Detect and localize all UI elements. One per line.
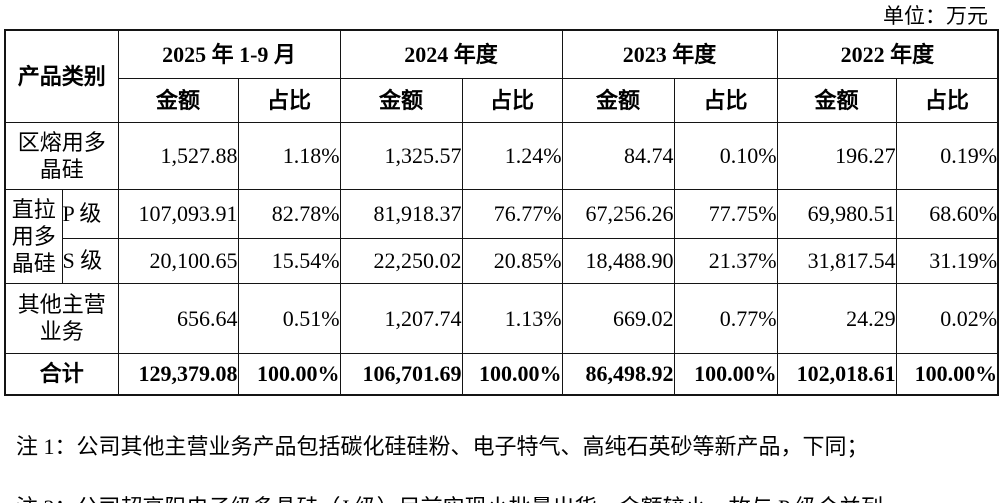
footnote-1: 注 1：公司其他主营业务产品包括碳化硅硅粉、电子特气、高纯石英砂等新产品，下同； (16, 433, 869, 459)
table-cell: 102,018.61 (776, 352, 897, 396)
amount-header-2025: 金额 (117, 77, 239, 123)
table-cell: 24.29 (776, 282, 897, 354)
table-row-cz-s-grade: S 级 20,100.65 15.54% 22,250.02 20.85% 18… (5, 237, 999, 284)
row-label-other-business: 其他主营 业务 (4, 282, 119, 354)
table-cell: 1,527.88 (117, 121, 239, 190)
table-cell: 196.27 (776, 121, 897, 190)
table-cell: 100.00% (895, 352, 999, 396)
period-header-2022: 2022 年度 (776, 29, 999, 79)
unit-label: 单位：万元 (883, 4, 988, 28)
table-cell: 81,918.37 (339, 188, 463, 239)
table-cell: 67,256.26 (561, 188, 675, 239)
table-cell: 1.18% (237, 121, 341, 190)
table-cell: 0.02% (895, 282, 999, 354)
product-category-header: 产品类别 (4, 29, 119, 123)
table-cell: 76.77% (461, 188, 563, 239)
table-cell: 69,980.51 (776, 188, 897, 239)
period-header-2025: 2025 年 1-9 月 (117, 29, 341, 79)
table-cell: 0.10% (673, 121, 778, 190)
ratio-header-2024: 占比 (461, 77, 563, 123)
table-cell: 1,207.74 (339, 282, 463, 354)
table-cell: 86,498.92 (561, 352, 675, 396)
amount-header-2024: 金额 (339, 77, 463, 123)
table-cell: 0.19% (895, 121, 999, 190)
table-row-other-business: 其他主营 业务 656.64 0.51% 1,207.74 1.13% 669.… (4, 282, 999, 354)
table-cell: 18,488.90 (561, 237, 675, 284)
table-cell: 129,379.08 (117, 352, 239, 396)
table-cell: 77.75% (673, 188, 778, 239)
table-cell: 31.19% (895, 237, 999, 284)
period-header-2024: 2024 年度 (339, 29, 563, 79)
amount-header-2023: 金额 (561, 77, 675, 123)
amount-header-2022: 金额 (776, 77, 897, 123)
table-cell: 0.51% (237, 282, 341, 354)
table-cell: 100.00% (673, 352, 778, 396)
table-row-cz-p-grade: 直拉 用多 晶硅 P 级 107,093.91 82.78% 81,918.37… (4, 188, 999, 284)
table-cell: 20,100.65 (117, 237, 239, 284)
row-label-total: 合计 (4, 352, 119, 396)
table-cell: 669.02 (561, 282, 675, 354)
row-label-float-zone-polysilicon: 区熔用多 晶硅 (4, 121, 119, 190)
table-cell: 1.24% (461, 121, 563, 190)
footnote-2: 注 2：公司超高阻电子级多晶硅（J 级）目前实现小批量出货，金额较小，故与 P … (16, 493, 990, 503)
table-cell: 84.74 (561, 121, 675, 190)
table-cell: 106,701.69 (339, 352, 463, 396)
row-label-s-grade: S 级 (61, 237, 119, 284)
table-cell: 82.78% (237, 188, 341, 239)
table-cell: 1,325.57 (339, 121, 463, 190)
header-row-periods: 产品类别 2025 年 1-9 月 2024 年度 2023 年度 2022 年… (4, 29, 999, 123)
period-header-2023: 2023 年度 (561, 29, 778, 79)
table-row-total: 合计 129,379.08 100.00% 106,701.69 100.00%… (4, 352, 999, 396)
table-cell: 1.13% (461, 282, 563, 354)
row-label-cz-polysilicon: 直拉 用多 晶硅 (4, 188, 63, 284)
table-cell: 22,250.02 (339, 237, 463, 284)
ratio-header-2022: 占比 (895, 77, 999, 123)
ratio-header-2025: 占比 (237, 77, 341, 123)
table-cell: 21.37% (673, 237, 778, 284)
table-cell: 68.60% (895, 188, 999, 239)
footnotes: 注 1：公司其他主营业务产品包括碳化硅硅粉、电子特气、高纯石英砂等新产品，下同；… (16, 401, 990, 503)
row-label-p-grade: P 级 (61, 188, 119, 239)
table-cell: 15.54% (237, 237, 341, 284)
header-row-subcolumns: 金额 占比 金额 占比 金额 占比 金额 占比 (5, 77, 999, 123)
ratio-header-2023: 占比 (673, 77, 778, 123)
table-cell: 100.00% (237, 352, 341, 396)
table-cell: 100.00% (461, 352, 563, 396)
revenue-breakdown-table: 产品类别 2025 年 1-9 月 2024 年度 2023 年度 2022 年… (4, 29, 1000, 396)
table-cell: 31,817.54 (776, 237, 897, 284)
table-cell: 107,093.91 (117, 188, 239, 239)
table-row-float-zone: 区熔用多 晶硅 1,527.88 1.18% 1,325.57 1.24% 84… (4, 121, 999, 190)
table-cell: 20.85% (461, 237, 563, 284)
table-cell: 0.77% (673, 282, 778, 354)
table-cell: 656.64 (117, 282, 239, 354)
